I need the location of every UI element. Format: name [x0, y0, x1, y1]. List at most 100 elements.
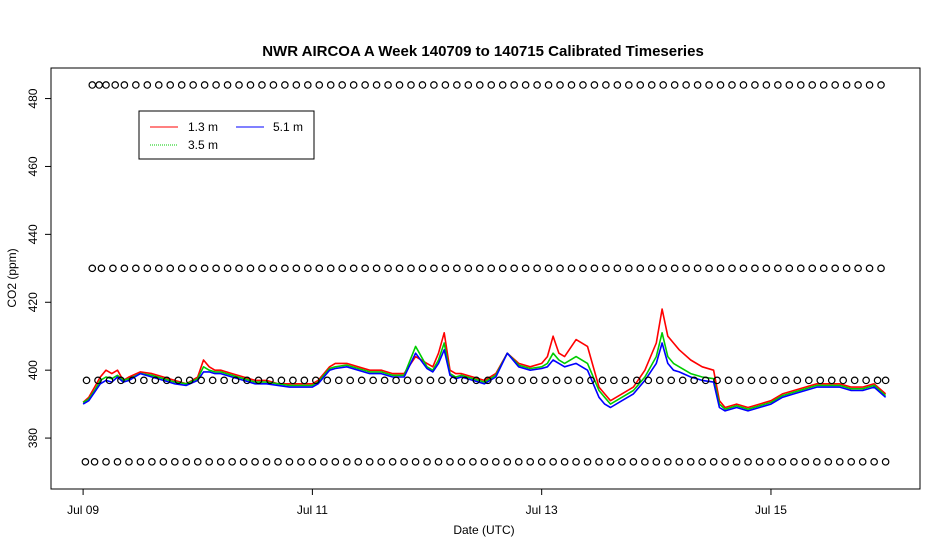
data-point: [418, 81, 427, 89]
data-point: [770, 376, 779, 385]
data-point: [767, 458, 775, 466]
data-point: [705, 81, 713, 89]
data-point: [796, 81, 805, 89]
data-point: [564, 376, 572, 385]
data-point: [579, 264, 587, 273]
y-tick-label: 400: [26, 360, 40, 380]
data-point: [804, 376, 813, 385]
data-point: [400, 458, 408, 466]
data-point: [652, 458, 661, 466]
data-point: [751, 264, 759, 273]
data-point: [388, 458, 397, 466]
data-point: [602, 81, 610, 89]
data-point: [457, 458, 466, 466]
data-point: [739, 264, 748, 273]
data-point: [205, 458, 214, 466]
data-point: [166, 81, 175, 89]
data-point: [492, 458, 500, 466]
marker-layer: [81, 81, 890, 466]
data-point: [606, 458, 615, 466]
data-point: [739, 81, 748, 89]
data-point: [819, 81, 828, 89]
data-point: [430, 264, 438, 273]
data-point: [709, 458, 718, 466]
data-point: [549, 458, 557, 466]
data-point: [544, 264, 553, 273]
data-point: [751, 81, 759, 89]
data-point: [407, 264, 415, 273]
data-point: [644, 376, 653, 385]
data-point: [220, 376, 228, 385]
data-point: [744, 458, 752, 466]
data-point: [610, 376, 618, 385]
data-point: [713, 376, 721, 385]
data-point: [567, 264, 576, 273]
data-point: [197, 376, 205, 385]
data-point: [480, 458, 489, 466]
data-point: [670, 81, 679, 89]
data-point: [724, 376, 733, 385]
data-point: [790, 458, 798, 466]
data-point: [831, 264, 839, 273]
y-tick-label: 380: [26, 428, 40, 448]
data-point: [136, 458, 145, 466]
legend-label-3-5m: 3.5 m: [188, 138, 218, 152]
plot-frame: [50, 67, 921, 490]
data-point: [289, 376, 297, 385]
data-point: [148, 458, 156, 466]
data-point: [690, 376, 698, 385]
data-point: [629, 458, 638, 466]
data-point: [258, 264, 266, 273]
data-point: [537, 458, 546, 466]
data-point: [544, 81, 553, 89]
data-point: [349, 264, 358, 273]
data-point: [693, 264, 702, 273]
data-point: [403, 376, 412, 385]
data-point: [177, 81, 186, 89]
data-point: [200, 81, 209, 89]
data-point: [171, 458, 179, 466]
data-point: [587, 376, 595, 385]
data-point: [526, 458, 535, 466]
data-point: [663, 458, 672, 466]
data-point: [728, 264, 736, 273]
data-point: [151, 376, 160, 385]
data-point: [231, 376, 240, 385]
data-point: [590, 81, 599, 89]
data-point: [372, 264, 381, 273]
legend-label-5-1m: 5.1 m: [273, 120, 303, 134]
data-point: [613, 264, 622, 273]
data-point: [266, 376, 274, 385]
data-point: [510, 81, 518, 89]
data-point: [354, 458, 363, 466]
data-point: [533, 264, 541, 273]
data-point: [338, 81, 346, 89]
data-point: [583, 458, 592, 466]
data-point: [865, 81, 874, 89]
data-point: [705, 264, 713, 273]
data-point: [125, 458, 133, 466]
data-point: [434, 458, 443, 466]
data-point: [774, 81, 782, 89]
data-point: [277, 376, 286, 385]
data-point: [678, 376, 687, 385]
data-point: [613, 81, 622, 89]
data-point: [189, 264, 197, 273]
data-point: [239, 458, 248, 466]
data-point: [449, 376, 458, 385]
data-point: [361, 81, 369, 89]
data-point: [774, 264, 782, 273]
data-point: [312, 376, 320, 385]
data-point: [602, 264, 610, 273]
data-point: [274, 458, 282, 466]
legend-label-1-3m: 1.3 m: [188, 120, 218, 134]
data-point: [315, 81, 324, 89]
data-point: [346, 376, 355, 385]
data-point: [693, 81, 702, 89]
data-point: [873, 376, 882, 385]
data-point: [216, 458, 225, 466]
data-point: [143, 81, 152, 89]
data-point: [659, 81, 667, 89]
data-point: [320, 458, 328, 466]
